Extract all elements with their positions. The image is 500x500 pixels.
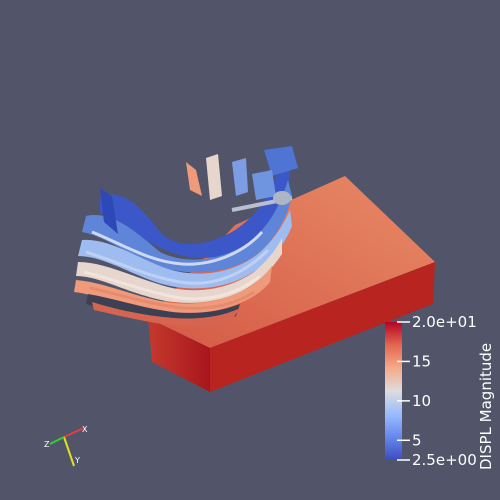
legend-tick-label: 10: [412, 392, 431, 410]
legend-tick-label: 5: [412, 431, 422, 449]
triad-z-label: Z: [44, 440, 50, 449]
triad-x-axis: [63, 427, 85, 438]
stripe-1: [91, 230, 264, 266]
legend-colorbar: [385, 322, 402, 460]
fin-left: [100, 188, 118, 234]
layer-red: [92, 302, 240, 327]
legend-ticks: 2.0e+01 15 10 5 2.5e+00: [397, 313, 477, 469]
deformed-layers: [74, 146, 298, 327]
legend-tick-label: 2.5e+00: [412, 451, 477, 469]
fin-cream: [206, 154, 222, 200]
axes-triad[interactable]: X Y Z: [44, 425, 88, 467]
triad-z-axis: [49, 436, 65, 445]
stripe-3: [83, 270, 261, 301]
legend-tick-label: 15: [412, 352, 431, 370]
layer-dark-band: [86, 294, 240, 324]
fin-blue-c: [252, 170, 276, 200]
legend-title: DISPL Magnitude: [477, 343, 495, 470]
layer-outer-blue: [100, 152, 291, 258]
fin-blue-b: [264, 146, 298, 176]
stripe-4: [89, 286, 255, 310]
fin-blue-a: [232, 158, 248, 196]
block-side-face: [210, 262, 435, 392]
legend-tick-label: 2.0e+01: [412, 313, 477, 331]
stripe-2: [85, 248, 270, 285]
layer-cream: [76, 238, 282, 303]
fin-orange: [186, 162, 202, 196]
triad-x-label: X: [82, 425, 88, 434]
block-front-face: [148, 318, 210, 392]
bolt-head: [273, 191, 291, 205]
triad-y-label: Y: [74, 456, 80, 465]
triad-y-axis: [63, 436, 75, 467]
color-legend: 2.0e+01 15 10 5 2.5e+00 DISPL Magnitude: [385, 313, 495, 470]
